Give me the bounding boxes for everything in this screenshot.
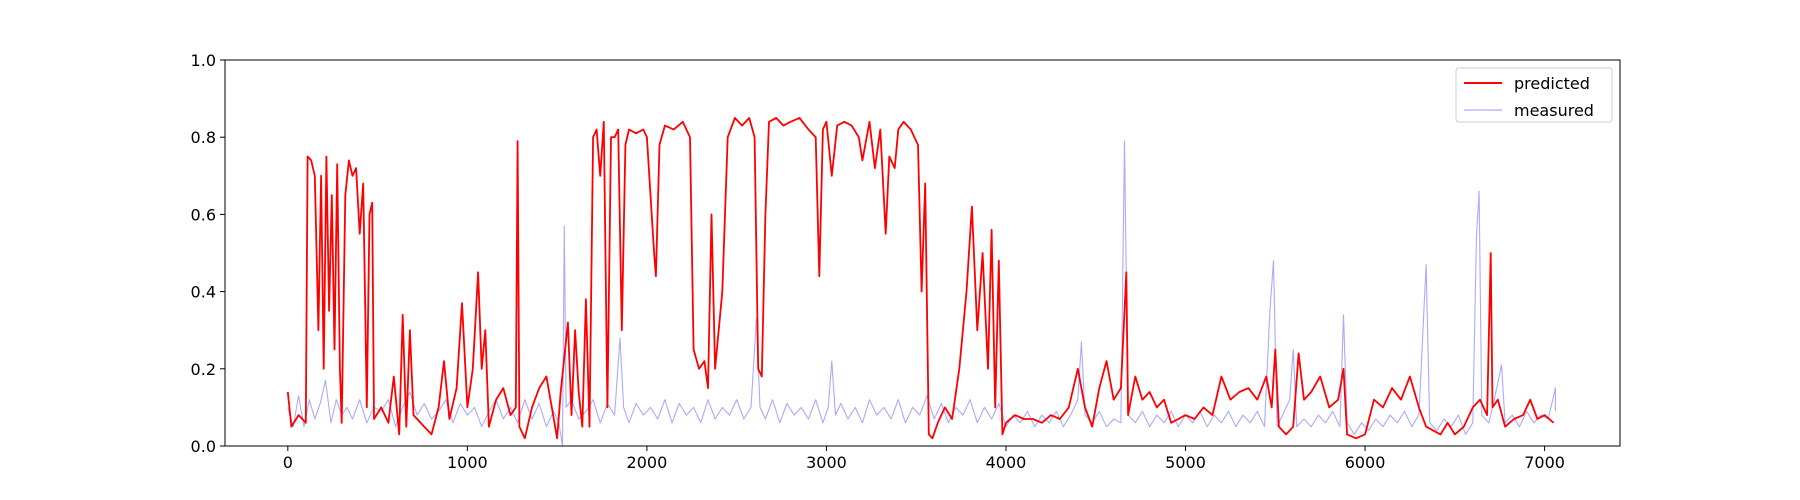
y-tick-label: 0.2 bbox=[191, 360, 216, 379]
y-tick-label: 0.4 bbox=[191, 283, 216, 302]
series-layer bbox=[286, 117, 1556, 447]
y-tick-label: 1.0 bbox=[191, 51, 216, 70]
x-tick-label: 7000 bbox=[1524, 453, 1565, 472]
legend-box bbox=[1455, 67, 1613, 123]
y-tick-label: 0.8 bbox=[191, 128, 216, 147]
x-tick-label: 2000 bbox=[627, 453, 668, 472]
x-tick-label: 1000 bbox=[447, 453, 488, 472]
x-tick-label: 3000 bbox=[806, 453, 847, 472]
legend: predicted measured bbox=[1455, 67, 1613, 123]
plot-frame bbox=[224, 59, 1621, 447]
y-tick-label: 0.0 bbox=[191, 437, 216, 456]
legend-label-measured: measured bbox=[1514, 101, 1594, 120]
legend-label-predicted: predicted bbox=[1514, 74, 1590, 93]
x-tick-label: 0 bbox=[283, 453, 293, 472]
x-axis: 0 1000 2000 3000 4000 5000 6000 7000 bbox=[283, 446, 1565, 472]
series-line-measured bbox=[287, 140, 1556, 447]
x-tick-label: 4000 bbox=[986, 453, 1027, 472]
y-tick-label: 0.6 bbox=[191, 205, 216, 224]
y-axis: 0.0 0.2 0.4 0.6 0.8 1.0 bbox=[191, 51, 225, 456]
x-tick-label: 6000 bbox=[1345, 453, 1386, 472]
x-tick-label: 5000 bbox=[1165, 453, 1206, 472]
series-line-predicted bbox=[286, 117, 1555, 440]
